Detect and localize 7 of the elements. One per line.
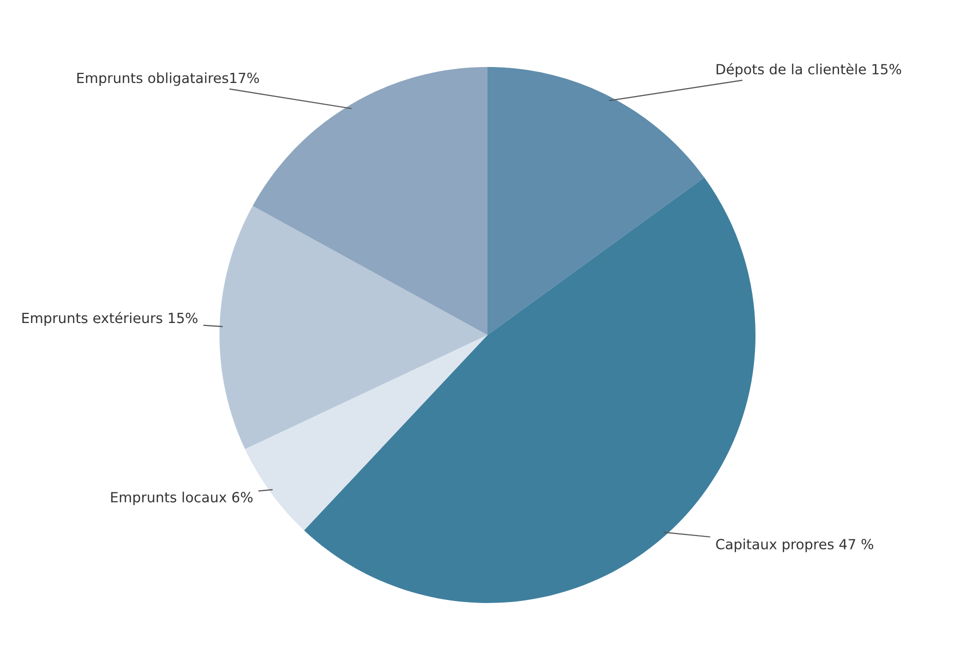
slice-label: Capitaux propres 47 % bbox=[716, 538, 874, 552]
pie-slice bbox=[220, 206, 488, 450]
slice-label: Emprunts locaux 6% bbox=[111, 492, 253, 506]
slice-label: Dépots de la clientèle 15% bbox=[716, 63, 902, 78]
slice-label: Emprunts extérieurs 15% bbox=[22, 312, 198, 326]
pie-slice bbox=[488, 67, 704, 335]
slice-label: Emprunts obligataires17% bbox=[77, 72, 259, 86]
